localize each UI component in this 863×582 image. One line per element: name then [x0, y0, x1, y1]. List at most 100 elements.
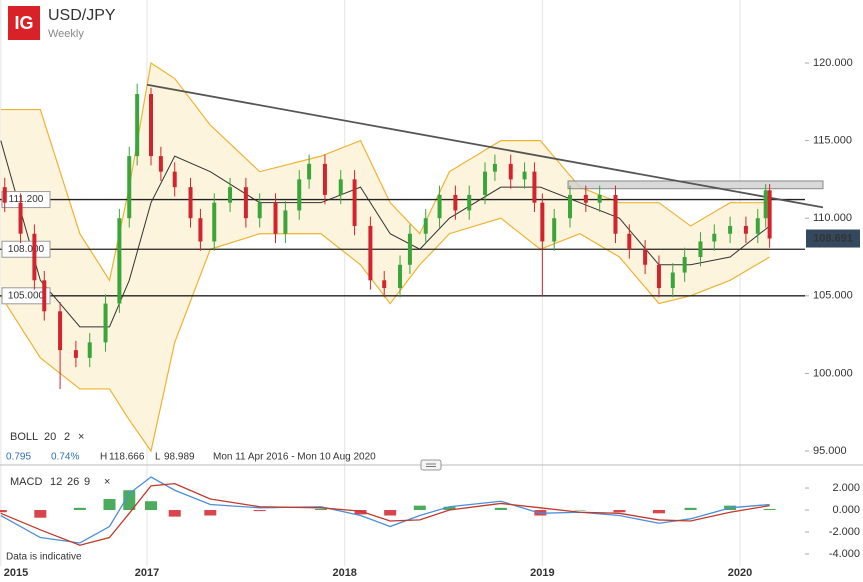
candle-body — [257, 202, 262, 219]
candle-body — [613, 194, 618, 234]
logo-box — [8, 6, 40, 40]
candle-body — [728, 225, 733, 234]
indicator-param: 9 — [84, 476, 90, 488]
y-tick-label: 0.000 — [832, 504, 860, 516]
macd-histogram-bar — [253, 510, 266, 512]
candle-body — [483, 171, 488, 195]
candle-body — [87, 342, 92, 358]
candle-body — [73, 350, 78, 358]
y-tick-label: 120.000 — [813, 57, 853, 69]
candle-body — [32, 233, 37, 281]
high-label: H — [100, 452, 107, 463]
candle-body — [188, 187, 193, 219]
level-label-box — [1, 191, 51, 209]
indicator-param: 20 — [44, 431, 56, 443]
candle-body — [643, 249, 648, 265]
indicator-name: MACD — [10, 476, 42, 488]
y-tick-label: -2.000 — [829, 526, 860, 538]
candle-body — [297, 179, 302, 211]
macd-histogram-bar — [123, 490, 136, 511]
candle-body — [117, 218, 122, 304]
macd-histogram-bar — [494, 507, 507, 511]
macd-line — [0, 476, 770, 544]
candle-body — [755, 218, 760, 234]
macd-histogram-bar — [443, 506, 456, 511]
subtitle: Weekly — [48, 28, 84, 40]
candle-body — [2, 187, 7, 203]
candle-body — [42, 280, 47, 312]
candle-body — [307, 163, 312, 180]
candle-body — [338, 179, 343, 195]
date-range: Mon 11 Apr 2016 - Mon 10 Aug 2020 — [213, 452, 376, 463]
candle-body — [627, 233, 632, 250]
level-label: 111.200 — [9, 194, 44, 205]
footer-note: Data is indicative — [6, 552, 82, 563]
candle-body — [127, 156, 132, 219]
indicator-param: 2 — [64, 431, 70, 443]
indicator-param: 12 — [50, 476, 62, 488]
candle-body — [228, 187, 233, 203]
candle-body — [467, 194, 472, 211]
macd-histogram-bar — [763, 508, 776, 511]
macd-pane: 2.000 0.000 -2.000 -4.000 MACD 12 26 9 × — [0, 476, 860, 560]
candle-body — [158, 156, 163, 172]
macd-histogram-bar — [354, 510, 367, 515]
candle-body — [492, 163, 497, 172]
candle-body — [18, 202, 23, 234]
level-label-box — [1, 240, 51, 258]
band-lower — [0, 217, 770, 453]
macd-histogram-bar — [0, 510, 7, 513]
macd-histogram-bar — [613, 510, 626, 513]
candle-body — [540, 202, 545, 242]
macd-histogram-bar — [684, 507, 697, 511]
candle-body — [352, 179, 357, 226]
y-tick-label: -4.000 — [829, 548, 860, 560]
macd-histogram-bar — [573, 510, 586, 511]
high-value: 118.666 — [109, 452, 145, 463]
last-price-label: 108.691 — [813, 232, 853, 244]
candle-body — [743, 225, 748, 234]
close-icon[interactable]: × — [104, 476, 110, 488]
macd-histogram-bar — [314, 508, 327, 511]
candle-body — [508, 163, 513, 180]
x-tick-label: 2019 — [530, 567, 554, 579]
candle-body — [423, 218, 428, 234]
y-tick-label: 95.000 — [813, 445, 847, 457]
candle-body — [712, 233, 717, 242]
candle-body — [552, 218, 557, 242]
readout: 0.795 — [6, 452, 31, 463]
macd-histogram-bar — [384, 510, 397, 516]
candle-body — [172, 171, 177, 188]
candle-body — [198, 218, 203, 242]
x-tick-label: 2018 — [332, 567, 356, 579]
price-pane: 111.200108.000105.000120.000115.000110.0… — [0, 0, 863, 566]
candle-body — [58, 311, 63, 351]
candle-body — [698, 241, 703, 258]
readout: 0.74% — [51, 452, 79, 463]
candle-body — [398, 264, 403, 289]
candle-body — [522, 171, 527, 180]
close-icon[interactable]: × — [78, 431, 84, 443]
low-label: L — [155, 452, 161, 463]
trendline — [146, 83, 824, 209]
candle-body — [149, 94, 154, 157]
x-tick-label: 2015 — [4, 567, 28, 579]
candle-body — [273, 202, 278, 234]
low-value: 98.989 — [164, 452, 195, 463]
x-tick-label: 2017 — [135, 567, 159, 579]
candle-body — [453, 194, 458, 211]
candle-body — [135, 94, 140, 157]
candle-body — [597, 194, 602, 203]
indicator-name: BOLL — [10, 431, 38, 443]
macd-histogram-bar — [34, 510, 47, 518]
y-tick-label: 110.000 — [813, 212, 852, 224]
pane-handle[interactable] — [420, 459, 442, 471]
last-price-box — [806, 229, 860, 248]
candle-body — [763, 190, 768, 219]
y-tick-label: 115.000 — [813, 135, 852, 147]
candle-body — [767, 190, 772, 239]
y-tick-label: 105.000 — [813, 290, 853, 302]
macd-histogram-bar — [168, 510, 181, 517]
candle-body — [670, 272, 675, 289]
